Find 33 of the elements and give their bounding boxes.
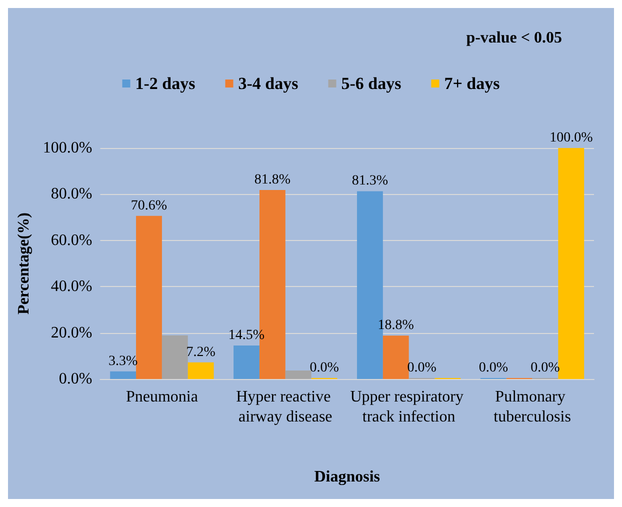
legend-label: 1-2 days (135, 74, 196, 93)
data-label: 18.8% (378, 318, 414, 334)
data-label: 100.0% (550, 130, 594, 146)
x-axis-title: Diagnosis (314, 468, 380, 486)
legend-label: 3-4 days (238, 74, 299, 93)
x-tick-label: Upper respiratory track infection (350, 388, 468, 426)
data-label: 0.0% (310, 360, 340, 376)
x-tick-label: Pneumonia (126, 388, 198, 406)
bar (136, 216, 162, 379)
data-label: 81.3% (352, 174, 388, 189)
bar (382, 336, 409, 379)
y-tick-label: 0.0% (58, 370, 92, 388)
x-tick-label: Hyper reactive airway disease (236, 388, 335, 426)
y-axis-title: Percentage(%) (16, 212, 32, 314)
bar (558, 148, 584, 379)
data-label: 0.0% (478, 360, 508, 376)
bar (188, 362, 214, 379)
x-tick-label: Pulmonary tuberculosis (494, 388, 571, 426)
y-tick-label: 60.0% (50, 232, 92, 249)
y-tick-label: 80.0% (50, 186, 92, 203)
legend-label: 5-6 days (341, 74, 402, 93)
bar (110, 371, 136, 379)
bar (285, 370, 312, 379)
data-label: 7.2% (186, 344, 216, 360)
y-tick-label: 40.0% (50, 278, 92, 296)
data-label: 70.6% (130, 198, 168, 214)
legend-label: 7+ days (444, 74, 500, 93)
bar (234, 346, 260, 379)
bar (162, 335, 188, 379)
y-tick-label: 100.0% (42, 140, 92, 156)
text: p-value < 0.05 (466, 30, 562, 46)
data-label: 81.8% (254, 172, 291, 188)
y-tick-label: 20.0% (50, 324, 92, 342)
